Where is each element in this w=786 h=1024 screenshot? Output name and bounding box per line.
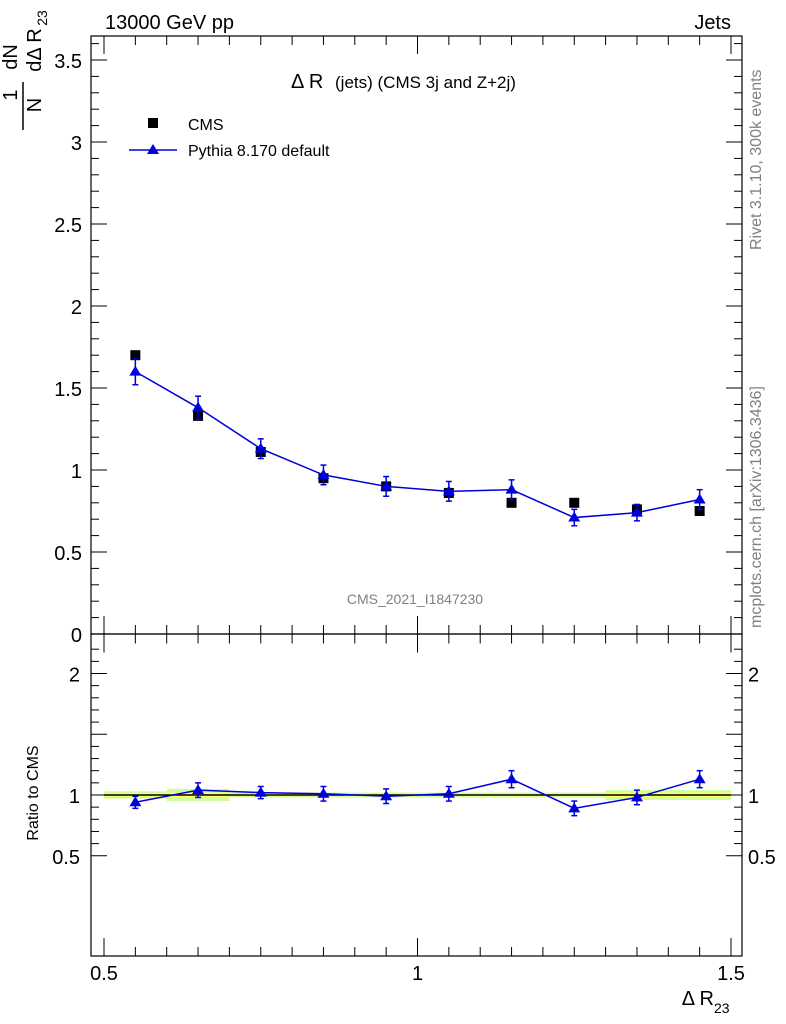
mcplots-label: mcplots.cern.ch [arXiv:1306.3436] [748, 386, 765, 628]
ratio-data-point [192, 784, 205, 795]
pythia-data-point [192, 401, 205, 412]
y-label-sub: 23 [34, 10, 50, 26]
main-y-tick-label: 0.5 [54, 543, 82, 565]
analysis-watermark: CMS_2021_I1847230 [347, 591, 483, 607]
ratio-y-tick-label-left: 1 [69, 786, 80, 808]
x-axis-label: Δ R [682, 988, 714, 1010]
pythia-data-point [505, 483, 518, 494]
ratio-data-point [693, 773, 706, 784]
x-tick-label: 1 [412, 963, 423, 985]
cms-data-point [569, 497, 580, 508]
plot-title-suffix: (jets) (CMS 3j and Z+2j) [335, 73, 516, 92]
plot-title-main: Δ R [291, 71, 323, 93]
main-y-tick-label: 3 [71, 133, 82, 155]
ratio-y-tick-label-right: 1 [748, 786, 759, 808]
pythia-data-point [568, 511, 581, 522]
legend-marker-cms [148, 118, 158, 128]
ratio-pythia-line [135, 778, 700, 810]
ratio-data-point [254, 786, 267, 797]
ratio-y-tick-label-right: 2 [748, 665, 759, 687]
pythia-data-point [442, 485, 455, 496]
pythia-line [134, 370, 700, 519]
cms-data-point [694, 506, 705, 516]
rivet-label: Rivet 3.1.10, 300k events [748, 69, 765, 250]
legend-marker-pythia [147, 144, 159, 154]
legend-label-cms: CMS [188, 117, 224, 134]
plot-title: Δ R (jets) (CMS 3j and Z+2j) [291, 71, 516, 93]
pythia-data-point [693, 493, 706, 504]
pythia-data-point [630, 506, 643, 517]
main-y-tick-label: 1 [71, 461, 82, 483]
y-label-den: N [24, 98, 46, 112]
ratio-y-tick-label-right: 0.5 [748, 847, 776, 869]
main-y-tick-label: 2.5 [54, 215, 82, 237]
ratio-y-tick-label-left: 0.5 [52, 847, 80, 869]
y-axis-label: 1 N dN dΔ R 23 [0, 10, 50, 130]
main-y-tick-label: 0 [71, 625, 82, 647]
legend-label-pythia: Pythia 8.170 default [188, 143, 330, 160]
ratio-data-marks [129, 769, 706, 817]
main-data-marks [129, 350, 706, 527]
header-right: Jets [694, 12, 731, 34]
pythia-data-point [380, 480, 393, 491]
y-label-dd: dΔ R [24, 28, 46, 71]
cms-data-point [130, 350, 141, 361]
y-label-num: 1 [0, 89, 22, 100]
ratio-data-point [129, 796, 142, 807]
pythia-data-point [129, 365, 142, 376]
x-tick-label: 1.5 [717, 963, 745, 985]
x-axis-label-sub: 23 [714, 1000, 730, 1016]
ratio-axis-label: Ratio to CMS [25, 745, 42, 840]
main-y-tick-label: 3.5 [54, 51, 82, 73]
ratio-data-point [505, 773, 518, 784]
ratio-y-tick-label-left: 2 [69, 665, 80, 687]
legend: CMS Pythia 8.170 default [129, 117, 330, 160]
ratio-data-point [317, 787, 330, 798]
x-tick-label: 0.5 [90, 963, 118, 985]
ratio-data-point [442, 787, 455, 798]
pythia-data-point [254, 442, 267, 453]
main-axis-ticks: 0 0.5 1 1.5 2 2.5 3 3.5 [54, 43, 742, 647]
y-label-dn: dN [0, 44, 22, 70]
header-left: 13000 GeV pp [105, 12, 234, 34]
cms-data-point [506, 497, 517, 508]
ratio-data-point [568, 802, 581, 813]
ratio-data-point [630, 791, 643, 802]
ratio-axis-ticks: 0.5 0.5 1 1 2 2 [52, 648, 776, 869]
main-y-tick-label: 2 [71, 297, 82, 319]
pythia-data-point [317, 468, 330, 479]
x-axis-ticks: 0.5 1 1.5 [90, 36, 745, 985]
ratio-data-point [380, 790, 393, 801]
main-y-tick-label: 1.5 [54, 379, 82, 401]
